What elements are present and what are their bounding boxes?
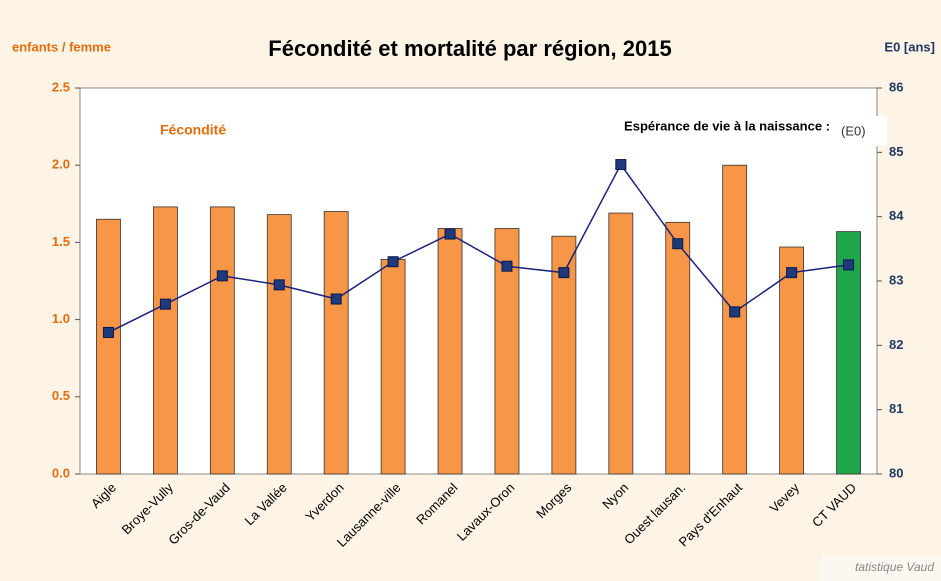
marker xyxy=(672,238,684,250)
bar xyxy=(608,212,634,475)
y2-axis-label: E0 [ans] xyxy=(884,39,935,54)
plot-area xyxy=(79,87,878,475)
marker xyxy=(273,279,285,291)
x-tick-label: La Vallée xyxy=(242,480,290,528)
y-tick-label: 1.5 xyxy=(52,234,70,249)
marker xyxy=(729,306,741,318)
x-tick-label: Broye-Vully xyxy=(119,480,177,538)
x-tick-label: Aigle xyxy=(88,480,119,511)
y-tick-label: 2.5 xyxy=(52,79,70,94)
x-tick-label: CT VAUD xyxy=(809,480,859,530)
marker xyxy=(615,159,627,171)
y2-tick-label: 84 xyxy=(889,208,904,223)
source-box xyxy=(821,555,941,581)
bar xyxy=(437,228,463,475)
bar xyxy=(323,211,349,475)
y-tick-label: 0.5 xyxy=(52,388,70,403)
bar xyxy=(152,206,178,475)
y-tick-label: 0.0 xyxy=(52,465,70,480)
x-tick-label: Lavaux-Oron xyxy=(454,480,518,544)
x-tick-label: Nyon xyxy=(599,480,631,512)
bar xyxy=(96,218,121,475)
bar xyxy=(779,246,805,475)
bar xyxy=(209,206,235,475)
bar xyxy=(665,221,691,475)
bar xyxy=(380,258,406,475)
bar xyxy=(266,214,292,475)
marker xyxy=(387,256,399,268)
bar xyxy=(836,231,861,475)
legend-fecondite: Fécondité xyxy=(160,122,226,138)
x-tick-label: Morges xyxy=(533,480,575,522)
marker xyxy=(102,326,114,338)
y2-tick-label: 83 xyxy=(889,272,903,287)
chart-title: Fécondité et mortalité par région, 2015 xyxy=(268,36,671,61)
y2-tick-label: 82 xyxy=(889,337,903,352)
y2-tick-label: 80 xyxy=(889,465,903,480)
x-tick-label: Romanel xyxy=(413,480,460,527)
y2-tick-label: 85 xyxy=(889,144,903,159)
y-axis-label: enfants / femme xyxy=(12,39,111,54)
legend-e0: (E0) xyxy=(841,123,866,138)
y-tick-label: 2.0 xyxy=(52,157,70,172)
marker xyxy=(216,270,228,282)
marker xyxy=(330,293,342,305)
y-tick-label: 1.0 xyxy=(52,311,70,326)
bar xyxy=(722,164,748,475)
y2-tick-label: 81 xyxy=(889,401,903,416)
legend-esperance: Espérance de vie à la naissance : xyxy=(624,118,830,133)
marker xyxy=(159,298,171,310)
marker xyxy=(786,267,798,279)
marker xyxy=(558,267,570,279)
marker xyxy=(843,259,855,271)
legend-box xyxy=(835,116,887,146)
x-tick-label: Vevey xyxy=(767,480,803,516)
source: tatistique Vaud xyxy=(855,560,934,574)
y2-tick-label: 86 xyxy=(889,79,903,94)
marker xyxy=(444,228,456,240)
x-tick-label: Yverdon xyxy=(302,480,346,524)
marker xyxy=(501,260,513,272)
line xyxy=(108,163,849,334)
